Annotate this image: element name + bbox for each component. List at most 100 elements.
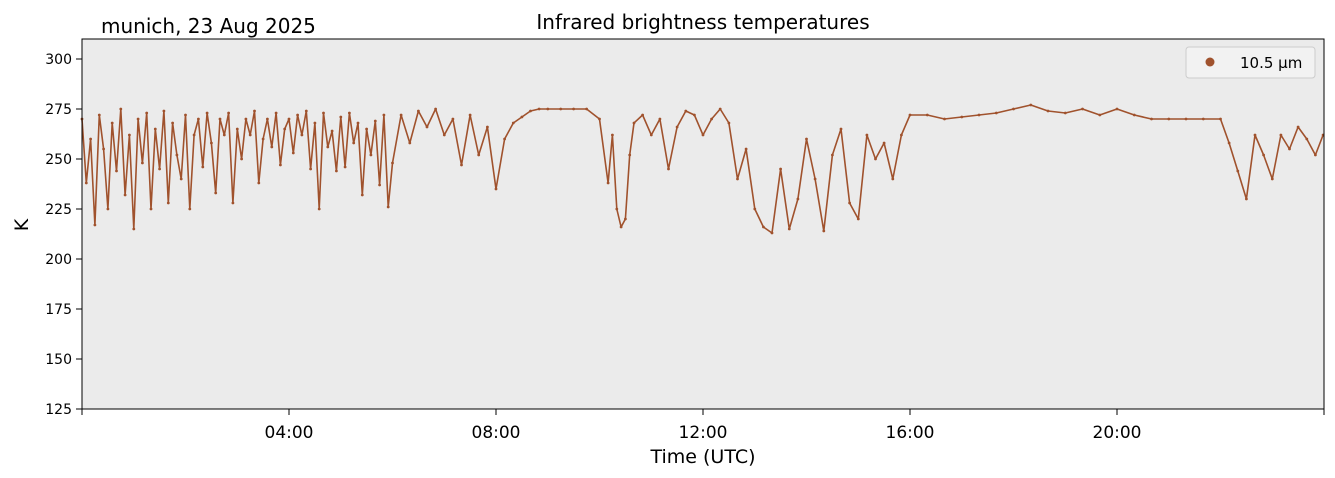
data-point <box>822 229 826 233</box>
series-layer <box>80 103 1325 235</box>
legend: 10.5 µm <box>1185 46 1316 79</box>
data-point <box>158 167 162 171</box>
data-point <box>1150 117 1153 121</box>
y-tick-label: 200 <box>45 252 72 268</box>
data-point <box>184 113 187 117</box>
data-point <box>891 177 895 181</box>
data-point <box>667 167 670 171</box>
data-point <box>529 109 532 113</box>
data-point <box>123 193 127 197</box>
data-point <box>382 113 386 117</box>
data-point <box>89 137 92 141</box>
data-point <box>1245 197 1248 201</box>
data-point <box>162 109 166 113</box>
data-point <box>97 113 101 117</box>
data-point <box>110 121 114 125</box>
data-point <box>197 117 200 121</box>
data-point <box>253 109 256 113</box>
data-point <box>908 113 912 117</box>
data-point <box>1262 153 1265 157</box>
data-point <box>1029 103 1033 107</box>
data-point <box>856 217 860 221</box>
data-point <box>486 125 489 129</box>
x-tick-label: 04:00 <box>265 423 314 443</box>
data-point <box>675 125 679 129</box>
data-point <box>900 133 903 137</box>
x-axis: 04:00 08:00 12:00 16:00 20:00 <box>81 409 1325 443</box>
data-point <box>925 113 929 117</box>
data-point <box>304 109 308 113</box>
data-point <box>205 111 209 115</box>
data-point <box>865 133 869 137</box>
data-point <box>615 207 619 211</box>
data-point <box>1132 113 1136 117</box>
data-point <box>572 107 575 111</box>
data-point <box>222 133 226 137</box>
data-point <box>210 141 213 145</box>
data-point <box>93 223 97 227</box>
data-point <box>1081 107 1084 111</box>
data-point <box>386 205 390 209</box>
data-point <box>175 153 179 157</box>
data-point <box>977 113 981 117</box>
data-point <box>468 113 472 117</box>
data-point <box>244 117 248 121</box>
data-point <box>360 193 364 197</box>
data-point <box>787 227 791 231</box>
data-point <box>718 107 722 111</box>
y-tick-label: 125 <box>45 402 72 418</box>
y-tick-label: 250 <box>45 152 72 168</box>
data-point <box>559 107 563 111</box>
data-point <box>339 115 343 119</box>
legend-box <box>1185 46 1316 79</box>
data-point <box>317 207 321 211</box>
data-point <box>994 111 998 115</box>
data-point <box>796 197 800 201</box>
data-point <box>1279 133 1283 137</box>
data-point <box>231 201 235 205</box>
y-tick-label: 175 <box>45 302 72 318</box>
data-point <box>1115 107 1119 111</box>
data-point <box>606 181 610 185</box>
data-point <box>166 201 170 205</box>
data-point <box>434 107 437 111</box>
data-point <box>214 191 218 195</box>
data-point <box>1227 141 1231 145</box>
data-point <box>1167 117 1171 121</box>
data-point <box>192 133 196 137</box>
data-point <box>201 165 205 169</box>
data-point <box>546 107 550 111</box>
data-point <box>628 153 632 157</box>
data-point <box>179 177 183 181</box>
data-point <box>813 177 817 181</box>
data-point <box>451 117 455 121</box>
data-point <box>839 127 843 131</box>
data-point <box>227 111 231 115</box>
data-point <box>425 125 429 129</box>
data-point <box>408 141 412 145</box>
data-point <box>684 109 688 113</box>
x-tick-label: 08:00 <box>472 423 521 443</box>
data-point <box>300 133 304 137</box>
data-point <box>511 121 515 125</box>
data-point <box>391 161 394 165</box>
data-point <box>805 137 808 141</box>
data-point <box>727 121 731 125</box>
data-point <box>84 181 88 185</box>
data-point <box>132 227 136 231</box>
data-point <box>537 107 541 111</box>
y-tick-label: 275 <box>45 102 72 118</box>
data-point <box>153 127 157 131</box>
data-point <box>188 207 192 211</box>
data-point <box>874 157 877 161</box>
data-point <box>326 145 330 149</box>
data-point <box>503 137 506 141</box>
data-point <box>1288 147 1291 151</box>
data-point <box>611 133 614 137</box>
data-point <box>330 129 334 133</box>
data-point <box>136 117 140 121</box>
x-tick-label: 16:00 <box>886 423 935 443</box>
data-point <box>291 151 295 155</box>
data-point <box>1270 177 1274 181</box>
